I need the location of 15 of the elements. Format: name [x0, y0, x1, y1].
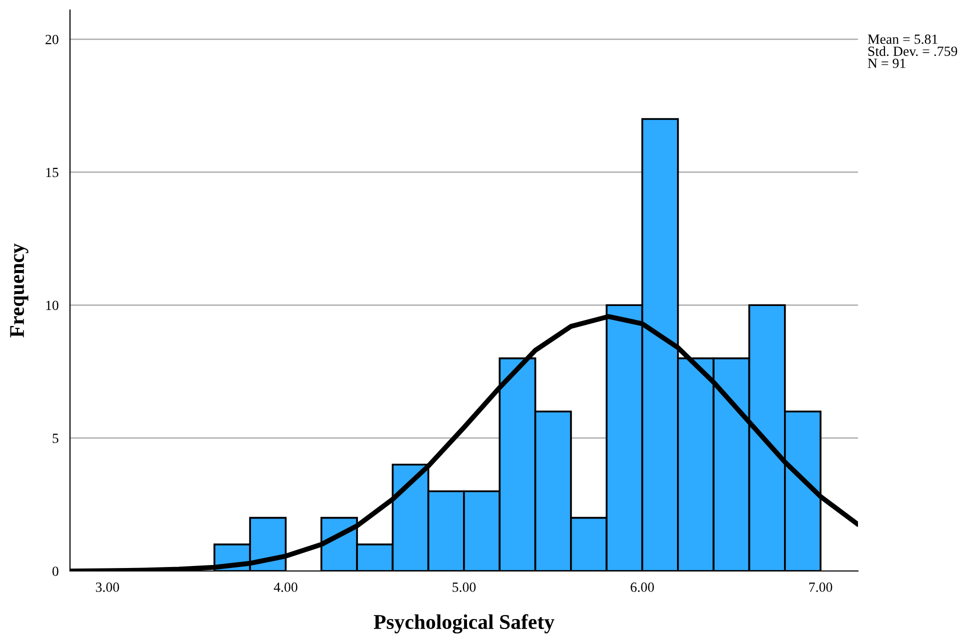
y-axis-title: Frequency	[10, 243, 28, 338]
y-tick-label: 15	[46, 168, 58, 178]
y-tick-label: 5	[52, 434, 58, 444]
x-tick-label: 3.00	[96, 582, 120, 592]
x-tick-label: 4.00	[274, 582, 298, 592]
y-tick-label: 0	[52, 566, 58, 576]
x-tick-label: 5.00	[452, 582, 476, 592]
text: N = 91	[868, 58, 906, 68]
text: Std. Dev. = .759	[868, 46, 958, 56]
x-tick-label: 6.00	[630, 582, 654, 592]
x-axis-title: Psychological Safety	[374, 614, 554, 634]
y-tick-label: 20	[46, 34, 58, 44]
text: Mean = 5.81	[868, 34, 938, 44]
x-tick-label: 7.00	[809, 582, 832, 592]
y-tick-label: 10	[46, 300, 58, 310]
